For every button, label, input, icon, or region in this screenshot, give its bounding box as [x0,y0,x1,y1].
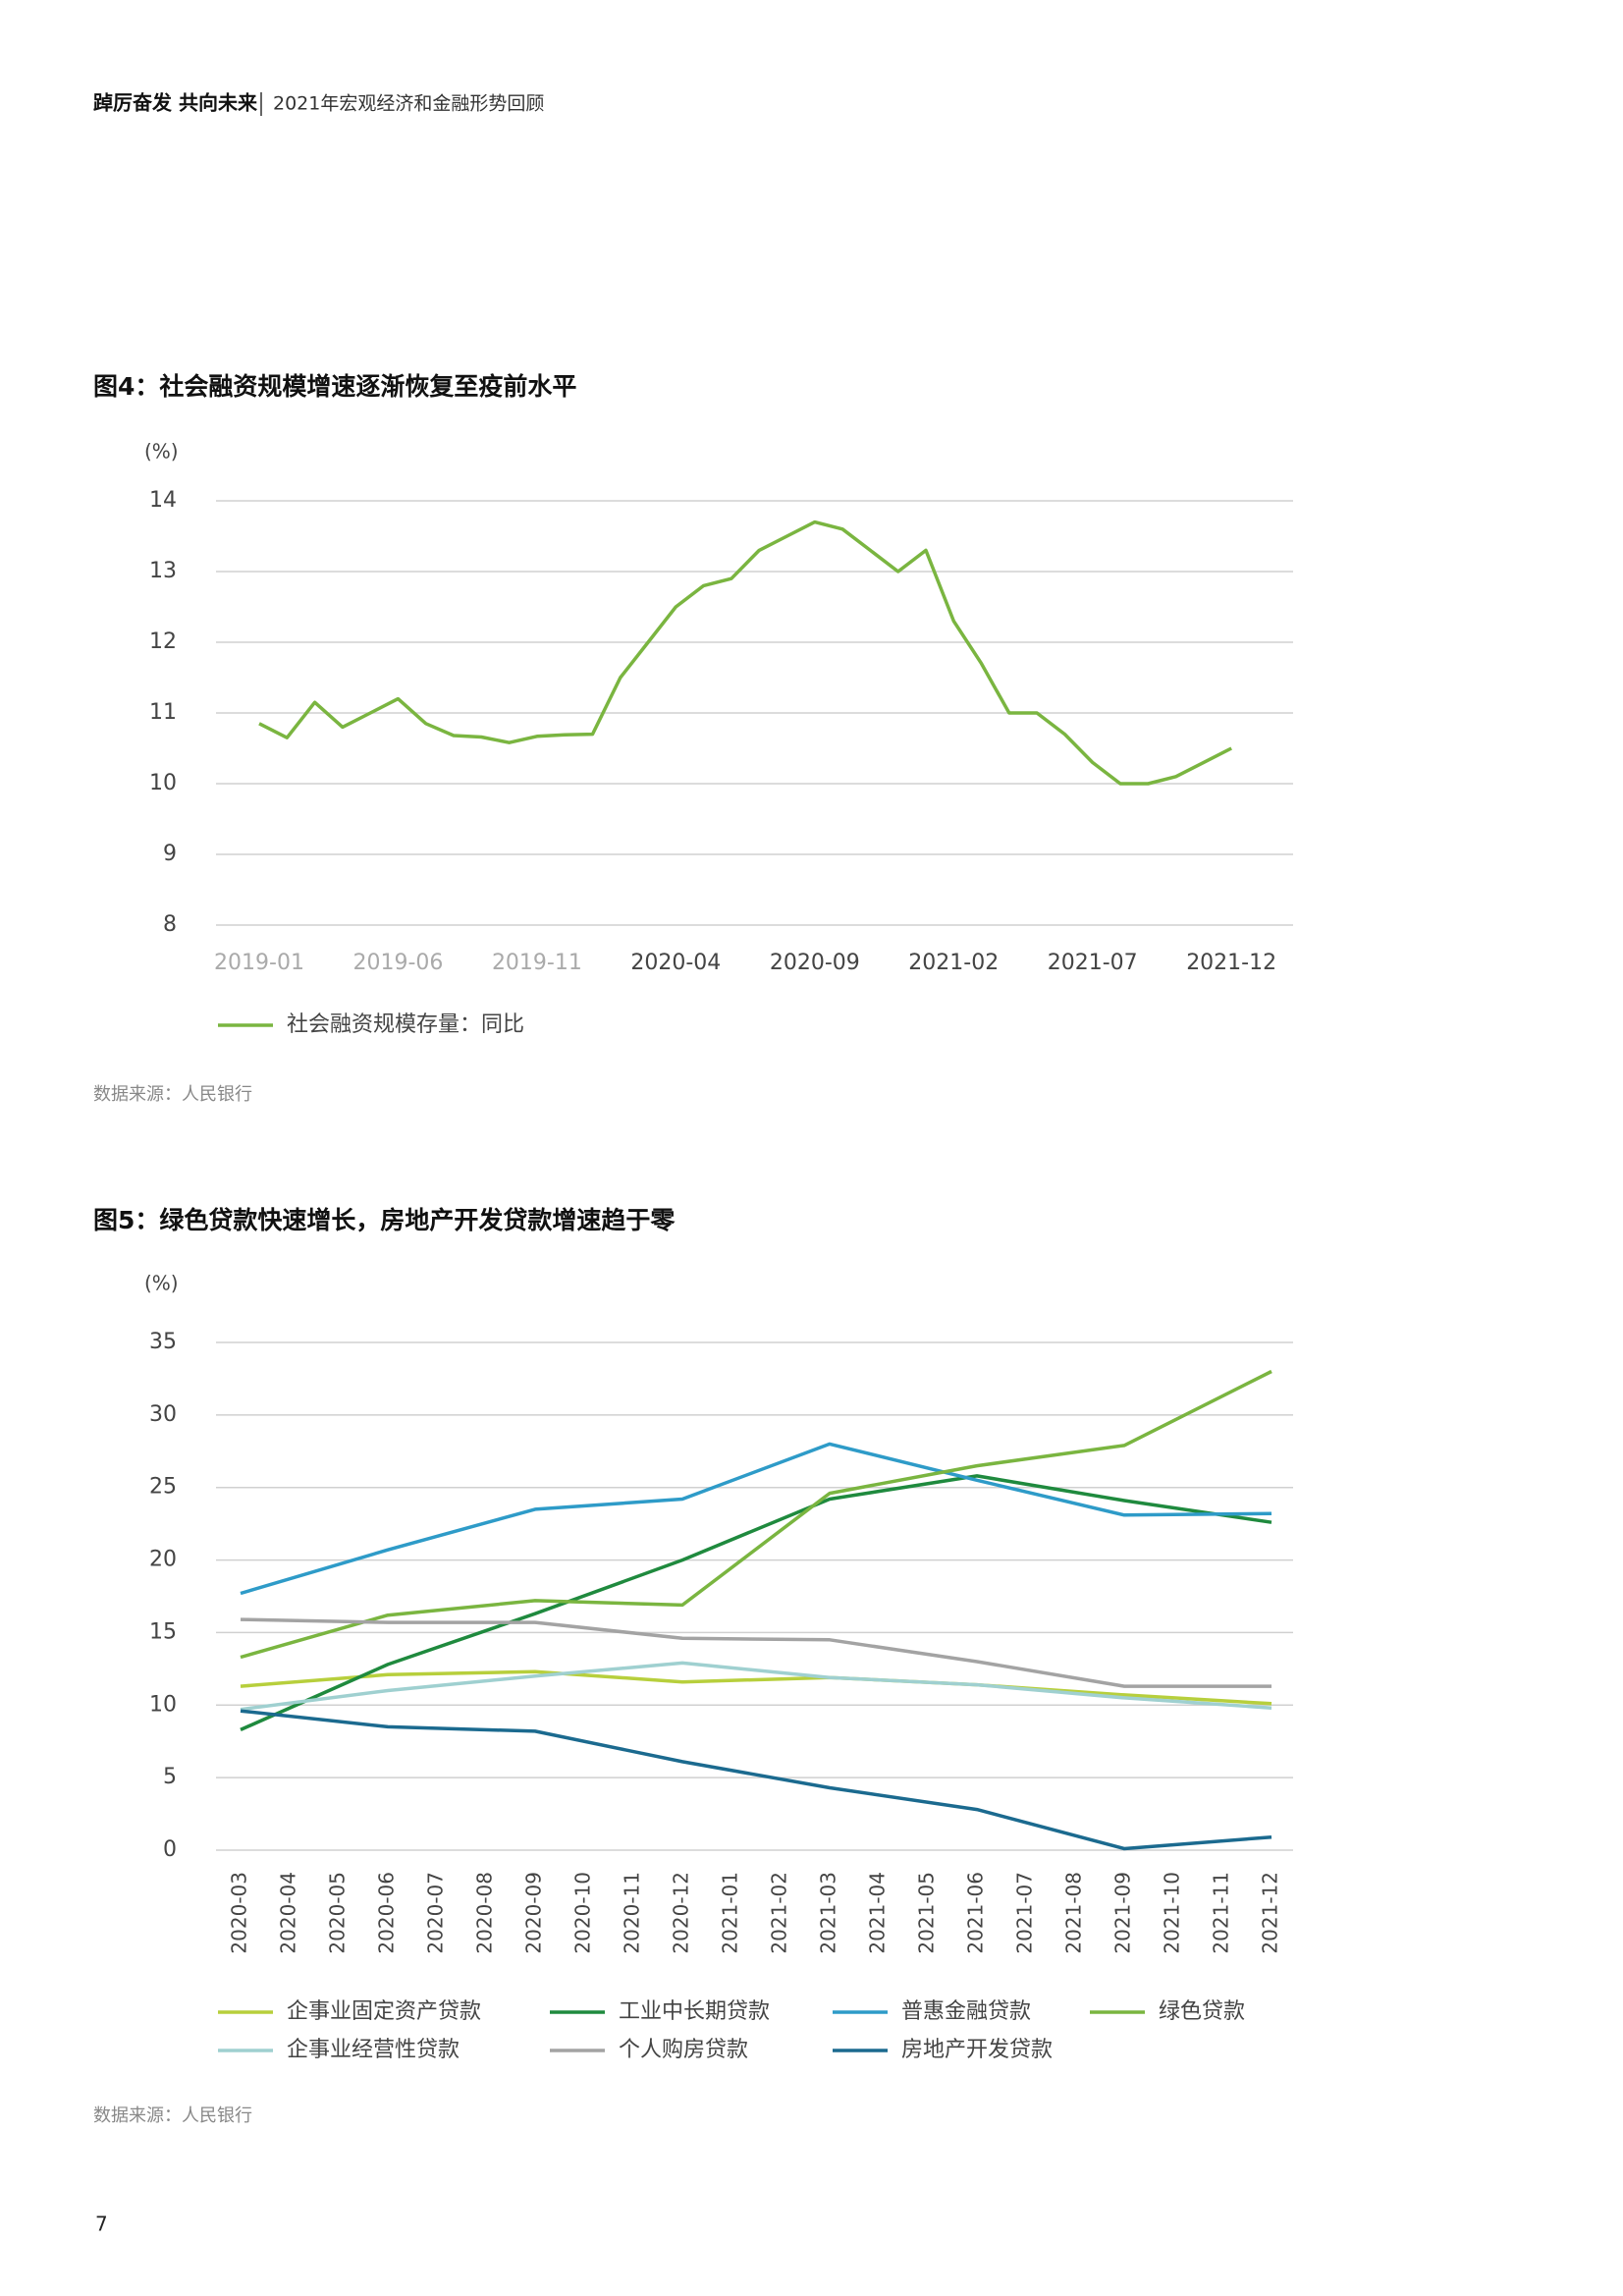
x-tick-label: 2021-07 [1013,1872,1037,1954]
x-tick-label: 2021-08 [1062,1872,1086,1954]
x-tick-label: 2019-11 [492,951,582,975]
y-tick-label: 13 [149,559,177,583]
header-subtitle: 2021年宏观经济和金融形势回顾 [273,93,544,115]
x-tick-label: 2020-05 [326,1872,350,1954]
series-line [240,1661,1272,1712]
series-line [240,1369,1272,1660]
legend-label: 企事业经营性贷款 [287,2038,460,2062]
legend-label: 绿色贷款 [1159,1999,1245,2024]
x-tick-label: 2020-12 [670,1872,693,1954]
x-tick-label: 2021-05 [915,1872,939,1954]
x-tick-label: 2020-11 [621,1872,644,1954]
series-line [258,519,1232,786]
legend-label: 企事业固定资产贷款 [287,1999,481,2024]
header-title: 踔厉奋发 共向未来 [93,91,258,115]
x-tick-label: 2021-02 [768,1872,791,1954]
x-tick-label: 2019-06 [352,951,443,975]
y-tick-label: 8 [163,912,177,937]
y-tick-label: 25 [149,1475,177,1500]
legend-label: 个人购房贷款 [619,2038,748,2062]
legend-label: 房地产开发贷款 [901,2038,1053,2062]
x-tick-label: 2020-03 [228,1872,251,1954]
x-tick-label: 2021-11 [1210,1872,1233,1954]
y-tick-label: 10 [149,1692,177,1717]
y-axis-label: (%) [144,1272,179,1295]
x-tick-label: 2021-12 [1186,951,1276,975]
y-tick-label: 9 [163,842,177,866]
chart-title: 图4：社会融资规模增速逐渐恢复至疫前水平 [93,372,576,401]
y-tick-label: 35 [149,1330,177,1354]
x-tick-label: 2020-04 [277,1872,300,1954]
series-line [240,1669,1272,1706]
y-tick-label: 0 [163,1837,177,1862]
series-line [240,1442,1272,1596]
x-tick-label: 2021-01 [719,1872,742,1954]
source-note: 数据来源：人民银行 [93,1084,252,1105]
series-line [240,1709,1272,1851]
x-tick-label: 2021-03 [817,1872,840,1954]
x-tick-label: 2021-07 [1048,951,1138,975]
legend-label: 普惠金融贷款 [901,1999,1031,2024]
x-tick-label: 2021-12 [1259,1872,1282,1954]
x-tick-label: 2021-06 [964,1872,988,1954]
y-tick-label: 15 [149,1619,177,1644]
x-tick-label: 2020-09 [522,1872,546,1954]
chart-title: 图5：绿色贷款快速增长，房地产开发贷款增速趋于零 [93,1206,676,1234]
legend-label: 工业中长期贷款 [619,1999,770,2024]
y-tick-label: 30 [149,1402,177,1427]
x-tick-label: 2020-08 [473,1872,497,1954]
page-number: 7 [95,2213,108,2236]
series-line [240,1617,1271,1688]
y-axis-label: (%) [144,440,179,464]
x-tick-label: 2021-10 [1161,1872,1184,1954]
y-tick-label: 12 [149,629,177,654]
y-tick-label: 11 [149,700,177,725]
x-tick-label: 2020-09 [770,951,860,975]
legend-label: 社会融资规模存量：同比 [287,1012,524,1037]
x-tick-label: 2021-09 [1111,1872,1135,1954]
y-tick-label: 14 [149,488,177,513]
series-line [240,1474,1272,1731]
x-tick-label: 2021-02 [908,951,999,975]
y-tick-label: 10 [149,771,177,795]
x-tick-label: 2020-04 [630,951,721,975]
x-tick-label: 2020-06 [375,1872,399,1954]
x-tick-label: 2019-01 [214,951,304,975]
y-tick-label: 5 [163,1765,177,1789]
y-tick-label: 20 [149,1548,177,1572]
x-tick-label: 2020-10 [571,1872,595,1954]
source-note: 数据来源：人民银行 [93,2105,252,2126]
x-tick-label: 2020-07 [424,1872,448,1954]
x-tick-label: 2021-04 [866,1872,890,1954]
